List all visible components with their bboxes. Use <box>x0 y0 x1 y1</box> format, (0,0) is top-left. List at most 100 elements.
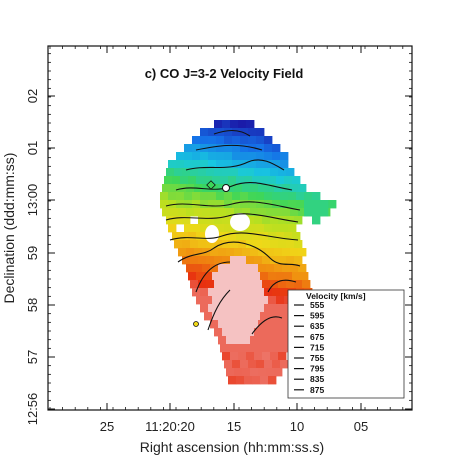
map-pixel <box>302 280 311 289</box>
map-pixel <box>312 200 321 209</box>
map-pixel <box>224 136 233 145</box>
map-pixel <box>238 240 247 249</box>
map-pixel <box>206 280 215 289</box>
chart-title: c) CO J=3-2 Velocity Field <box>145 66 304 81</box>
map-pixel <box>214 280 223 289</box>
map-pixel <box>262 216 271 225</box>
map-pixel <box>280 288 289 297</box>
map-pixel <box>246 256 255 265</box>
map-pixel <box>190 240 199 249</box>
map-pixel <box>278 256 287 265</box>
legend-entry: 595 <box>310 311 324 321</box>
map-pixel <box>220 272 229 281</box>
map-pixel <box>238 280 247 289</box>
map-pixel <box>238 256 247 265</box>
map-pixel <box>230 352 239 361</box>
map-pixel <box>274 208 283 217</box>
map-pixel <box>216 136 225 145</box>
map-pixel <box>294 216 303 225</box>
map-pixel <box>186 208 195 217</box>
map-pixel <box>270 256 279 265</box>
map-pixel <box>230 256 239 265</box>
map-pixel <box>198 256 207 265</box>
map-pixel <box>196 272 205 281</box>
map-pixel <box>290 184 299 193</box>
map-pixel <box>188 272 197 281</box>
map-pixel <box>292 232 301 241</box>
map-pixel <box>240 152 249 161</box>
map-pixel <box>252 232 261 241</box>
map-pixel <box>268 376 277 385</box>
map-pixel <box>320 200 329 209</box>
map-pixel <box>224 200 233 209</box>
map-pixel <box>250 368 259 377</box>
map-pixel <box>218 248 227 257</box>
velocity-contour <box>213 129 251 137</box>
map-pixel <box>254 216 263 225</box>
map-pixel <box>218 320 227 329</box>
map-pixel <box>226 336 235 345</box>
map-pixel <box>166 168 175 177</box>
map-pixel <box>272 360 281 369</box>
map-pixel <box>248 224 257 233</box>
map-pixel <box>264 304 273 313</box>
map-pixel <box>278 280 287 289</box>
map-pixel <box>236 176 245 185</box>
y-tick-label: 02 <box>25 89 40 103</box>
map-pixel <box>244 176 253 185</box>
map-pixel <box>232 144 241 153</box>
map-pixel <box>192 192 201 201</box>
map-pixel <box>238 328 247 337</box>
map-pixel <box>286 256 295 265</box>
map-pixel <box>230 328 239 337</box>
map-pixel <box>234 336 243 345</box>
map-pixel <box>242 320 251 329</box>
legend-entry: 755 <box>310 353 324 363</box>
map-pixel <box>294 256 303 265</box>
map-pixel <box>192 288 201 297</box>
map-pixel <box>224 224 233 233</box>
map-pixel <box>228 176 237 185</box>
map-pixel <box>298 264 307 273</box>
map-pixel <box>228 376 237 385</box>
map-pixel <box>268 272 277 281</box>
map-pixel <box>244 376 253 385</box>
map-pixel <box>220 232 229 241</box>
map-pixel <box>288 192 297 201</box>
map-pixel <box>196 296 205 305</box>
map-pixel <box>270 168 279 177</box>
map-pixel <box>276 296 285 305</box>
y-tick-label: 12:56 <box>25 393 40 426</box>
map-pixel <box>220 344 229 353</box>
legend-entry: 675 <box>310 332 324 342</box>
map-pixel <box>280 152 289 161</box>
map-pixel <box>222 256 231 265</box>
map-pixel <box>232 304 241 313</box>
legend-entry: 715 <box>310 342 324 352</box>
map-pixel <box>282 208 291 217</box>
map-pixel <box>204 272 213 281</box>
map-pixel <box>242 264 251 273</box>
map-pixel <box>232 288 241 297</box>
map-pixel <box>248 288 257 297</box>
map-pixel <box>254 256 263 265</box>
map-pixel <box>272 152 281 161</box>
map-pixel <box>246 328 255 337</box>
map-pixel <box>244 296 253 305</box>
map-pixel <box>274 336 283 345</box>
map-pixel <box>184 224 193 233</box>
map-pixel <box>222 120 231 129</box>
map-pixel <box>260 176 269 185</box>
map-pixel <box>166 216 175 225</box>
map-pixel <box>280 304 289 313</box>
y-tick-label: 57 <box>25 350 40 364</box>
legend-title: Velocity [km/s] <box>306 291 366 301</box>
map-pixel <box>264 224 273 233</box>
map-pixel <box>280 160 289 169</box>
map-pixel <box>240 136 249 145</box>
map-pixel <box>268 296 277 305</box>
map-pixel <box>180 176 189 185</box>
map-pixel <box>262 280 271 289</box>
map-pixel <box>208 288 217 297</box>
map-pixel <box>216 224 225 233</box>
